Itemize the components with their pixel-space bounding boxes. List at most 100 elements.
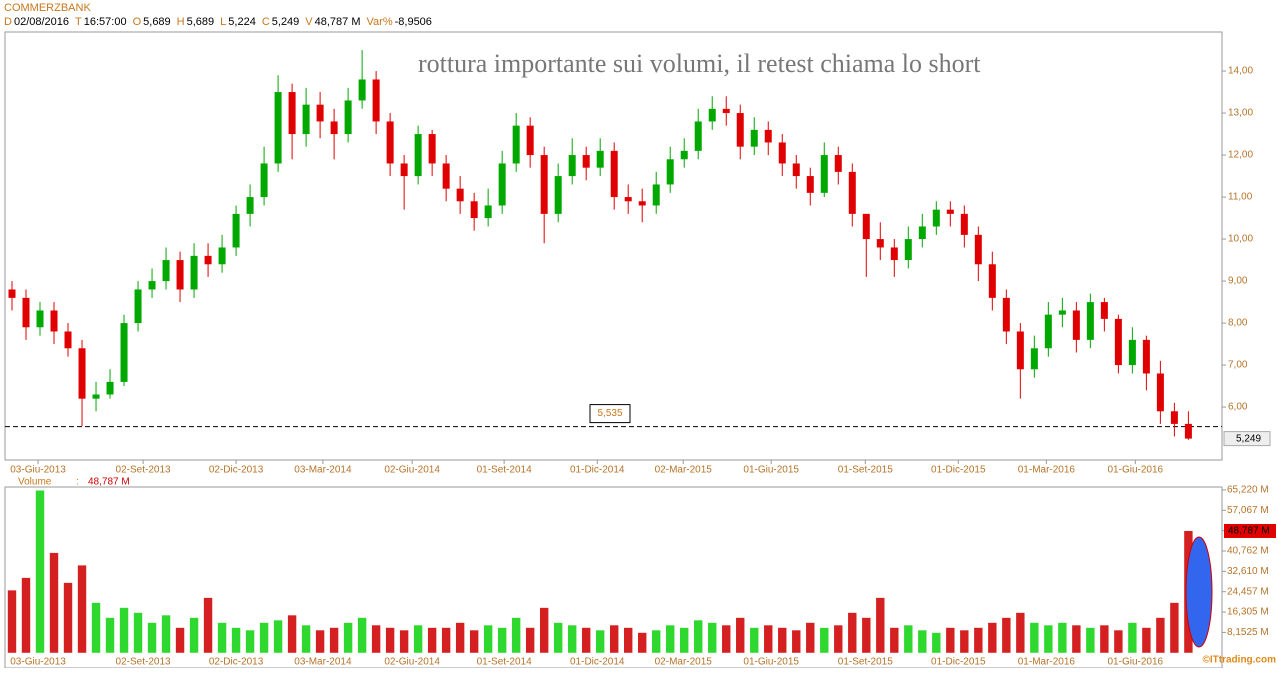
candle-body <box>442 163 450 189</box>
volume-bar <box>806 622 815 653</box>
candle-body <box>64 331 72 349</box>
x-tick-label: 01-Set-2015 <box>838 657 893 668</box>
x-tick-label: 01-Dic-2014 <box>570 465 625 476</box>
x-tick-label: 01-Mar-2016 <box>1018 657 1076 668</box>
level-box <box>589 404 631 424</box>
volume-tick-label: 24,457 M <box>1227 586 1269 597</box>
volume-bar <box>834 625 843 653</box>
candle-body <box>414 134 422 177</box>
x-tick-label: 02-Giu-2014 <box>384 465 440 476</box>
volume-bar <box>638 632 647 653</box>
header-value: 02/08/2016 <box>14 16 69 28</box>
volume-separator: : <box>76 477 79 488</box>
candle-body <box>1058 310 1066 315</box>
candle-body <box>708 108 716 122</box>
volume-bar <box>455 622 465 653</box>
candle-body <box>596 150 604 168</box>
volume-tick-label: 57,067 M <box>1227 505 1269 516</box>
candle-body <box>120 323 128 382</box>
candle-body <box>1016 331 1024 370</box>
volume-bar <box>722 625 731 653</box>
x-tick-label: 02-Mar-2015 <box>655 657 713 668</box>
volume-bar <box>525 627 535 653</box>
volume-bar <box>876 597 885 653</box>
last-price-label: 5,249 <box>1236 433 1261 444</box>
candle-body <box>764 129 772 143</box>
volume-bar <box>792 630 801 653</box>
volume-bar <box>35 490 45 653</box>
candle-body <box>1044 314 1052 349</box>
volume-bar <box>960 630 969 653</box>
volume-bar <box>105 617 115 653</box>
candle-body <box>470 201 478 219</box>
candle-body <box>512 125 520 164</box>
chart-title: COMMERZBANK <box>4 2 91 14</box>
volume-bar <box>259 622 269 653</box>
volume-bar <box>413 625 423 653</box>
x-tick-label: 02-Mar-2015 <box>655 465 713 476</box>
volume-bar <box>497 627 507 653</box>
candle-body <box>694 121 702 151</box>
candle-body <box>176 260 184 290</box>
volume-bar <box>119 607 129 653</box>
candle-body <box>92 394 100 399</box>
x-tick-label: 01-Giu-2016 <box>1108 657 1164 668</box>
candle-body <box>568 155 576 177</box>
volume-bar <box>750 627 759 653</box>
header-key: Var% <box>367 16 393 28</box>
x-tick-label: 03-Mar-2014 <box>294 465 352 476</box>
volume-bar <box>63 582 73 653</box>
candle-body <box>190 255 198 290</box>
candle-body <box>274 92 282 164</box>
candle-body <box>750 129 758 147</box>
header-value: 48,787 M <box>315 16 361 28</box>
candle-body <box>78 348 86 399</box>
volume-bar <box>736 617 745 653</box>
candle-body <box>932 209 940 227</box>
candle-body <box>1086 302 1094 340</box>
volume-bar <box>708 622 717 653</box>
volume-bar <box>7 590 17 653</box>
candle-body <box>526 125 534 156</box>
x-tick-label: 01-Giu-2016 <box>1108 465 1164 476</box>
volume-bar <box>189 617 199 653</box>
volume-bar <box>1170 602 1179 653</box>
candle-body <box>918 226 926 240</box>
volume-bar <box>946 627 955 653</box>
volume-bar <box>245 630 255 653</box>
candle-body <box>1100 302 1108 319</box>
header-key: C <box>262 16 270 28</box>
volume-tick-label: 65,220 M <box>1227 485 1269 496</box>
candle-body <box>484 205 492 219</box>
header-key: V <box>305 16 313 28</box>
candle-body <box>834 155 842 172</box>
candle-body <box>582 155 590 168</box>
y-tick-label: 12,00 <box>1228 150 1253 161</box>
volume-bar <box>203 597 213 653</box>
candle-body <box>344 100 352 135</box>
x-tick-label: 03-Giu-2013 <box>10 657 66 668</box>
candle-body <box>624 197 632 202</box>
candle-body <box>428 134 436 164</box>
volume-bar <box>904 625 913 653</box>
volume-bar <box>694 620 703 653</box>
header-line: D 02/08/2016 T 16:57:00 O 5,689 H 5,689 L 5,224 C 5… <box>4 16 432 28</box>
volume-bar <box>329 627 339 653</box>
level-label: 5,535 <box>597 408 622 419</box>
volume-bar <box>1002 617 1011 653</box>
candle-body <box>946 209 954 214</box>
candle-body <box>456 188 464 202</box>
x-tick-label: 01-Set-2015 <box>838 465 893 476</box>
annotation: rottura importante sui volumi, il retest… <box>418 49 981 78</box>
candle-body <box>106 381 114 395</box>
volume-tick-label: 16,305 M <box>1227 607 1269 618</box>
candle-body <box>204 255 212 265</box>
volume-bar <box>764 625 773 653</box>
volume-bar <box>1044 625 1053 653</box>
candle-body <box>876 239 884 248</box>
volume-last-box <box>1224 523 1276 538</box>
x-tick-label: 01-Dic-2015 <box>931 657 986 668</box>
x-tick-label: 02-Dic-2013 <box>209 465 264 476</box>
y-tick-label: 13,00 <box>1228 108 1253 119</box>
